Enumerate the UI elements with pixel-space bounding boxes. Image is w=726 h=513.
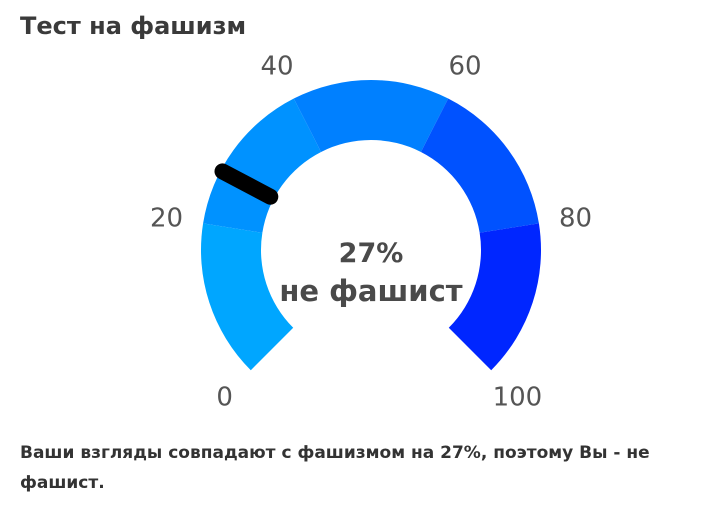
- gauge-segment-0-20: [201, 223, 294, 371]
- gauge-segments: [201, 80, 541, 371]
- gauge-tick-label-20: 20: [150, 204, 183, 234]
- gauge-segment-20-40: [203, 98, 322, 233]
- gauge-needle: [214, 163, 279, 205]
- gauge-verdict: не фашист: [279, 274, 462, 308]
- gauge-segment-60-80: [420, 98, 539, 233]
- gauge-percentage: 27%: [339, 238, 404, 269]
- gauge-tick-label-60: 60: [448, 52, 481, 82]
- test-title: Тест на фашизм: [20, 12, 247, 40]
- gauge-segment-80-100: [448, 223, 541, 371]
- gauge-chart: 0 20 40 60 80 100 27% не фашист: [150, 52, 592, 413]
- gauge-tick-label-100: 100: [493, 382, 543, 412]
- gauge-tick-label-40: 40: [260, 52, 293, 82]
- gauge-tick-label-80: 80: [559, 204, 592, 234]
- gauge-segment-40-60: [293, 80, 449, 152]
- result-text: Ваши взгляды совпадают с фашизмом на 27%…: [20, 443, 650, 493]
- gauge-tick-label-0: 0: [216, 382, 233, 412]
- gauge-ticks: 0 20 40 60 80 100: [150, 52, 592, 413]
